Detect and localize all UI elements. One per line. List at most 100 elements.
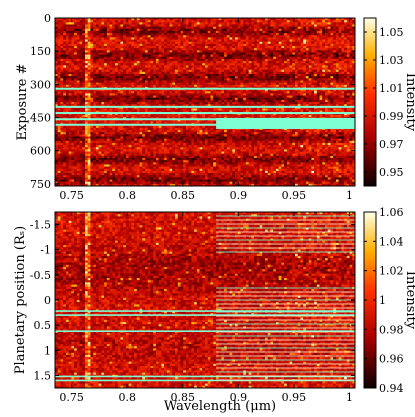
heatmap-cell: [136, 99, 140, 103]
heatmap-cell: [248, 69, 252, 72]
heatmap-cell: [175, 30, 178, 34]
heatmap-cell: [180, 24, 184, 27]
heatmap-cell: [327, 108, 331, 111]
heatmap-cell: [109, 46, 113, 49]
heatmap-cell: [205, 61, 208, 64]
heatmap-cell: [325, 91, 328, 94]
heatmap-cell: [235, 63, 238, 66]
heatmap-cell: [224, 97, 227, 100]
heatmap-cell: [134, 56, 137, 60]
heatmap-cell: [166, 52, 170, 55]
heatmap-cell: [185, 69, 189, 72]
heatmap-cell: [218, 48, 222, 51]
heatmap-cell: [281, 28, 285, 32]
heatmap-cell: [289, 52, 293, 55]
heatmap-cell: [273, 71, 277, 75]
heatmap-cell: [82, 95, 86, 98]
heatmap-cell: [273, 108, 277, 111]
heatmap-cell: [95, 61, 99, 64]
heatmap-cell: [194, 54, 197, 57]
heatmap-cell: [194, 69, 197, 72]
heatmap-cell: [237, 54, 241, 57]
heatmap-cell: [224, 102, 227, 105]
heatmap-cell: [284, 80, 287, 83]
heatmap-cell: [120, 20, 124, 23]
heatmap-cell: [245, 28, 249, 32]
heatmap-cell: [131, 39, 135, 42]
heatmap-cell: [153, 71, 157, 75]
heatmap-cell: [325, 65, 328, 68]
heatmap-cell: [55, 78, 58, 81]
heatmap-cell: [87, 104, 91, 107]
heatmap-cell: [311, 18, 315, 21]
heatmap-cell: [243, 99, 247, 103]
heatmap-cell: [131, 20, 135, 23]
heatmap-cell: [300, 35, 304, 38]
heatmap-cell: [205, 97, 208, 100]
heatmap-cell: [303, 89, 307, 92]
heatmap-cell: [297, 22, 301, 25]
heatmap-cell: [259, 78, 263, 81]
heatmap-cell: [333, 30, 337, 34]
heatmap-cell: [262, 43, 266, 47]
heatmap-cell: [98, 93, 102, 96]
heatmap-cell: [270, 82, 274, 85]
heatmap-cell: [237, 26, 241, 29]
heatmap-cell: [147, 110, 151, 113]
heatmap-cell: [322, 67, 326, 70]
heatmap-cell: [180, 46, 184, 49]
heatmap-cell: [349, 26, 353, 29]
heatmap-cell: [104, 91, 107, 94]
heatmap-cell: [335, 69, 339, 72]
heatmap-cell: [172, 110, 176, 113]
heatmap-cell: [308, 95, 312, 98]
heatmap-cell: [243, 54, 247, 57]
heatmap-cell: [82, 63, 86, 66]
heatmap-cell: [74, 18, 77, 21]
heatmap-cell: [248, 91, 252, 94]
heatmap-cell: [139, 56, 143, 60]
heatmap-cell: [265, 76, 268, 79]
heatmap-cell: [74, 65, 77, 68]
heatmap-cell: [284, 78, 287, 81]
heatmap-cell: [68, 61, 72, 64]
heatmap-cell: [333, 89, 337, 92]
heatmap-cell: [175, 71, 178, 75]
heatmap-cell: [314, 50, 317, 53]
heatmap-cell: [185, 24, 189, 27]
heatmap-cell: [60, 30, 64, 34]
heatmap-cell: [172, 99, 176, 103]
heatmap-cell: [180, 30, 184, 34]
heatmap-cell: [224, 41, 227, 44]
heatmap-cell: [57, 76, 61, 79]
heatmap-cell: [68, 28, 72, 32]
heatmap-cell: [205, 91, 208, 94]
heatmap-cell: [245, 63, 249, 66]
heatmap-cell: [265, 63, 268, 66]
heatmap-cell: [344, 18, 347, 21]
heatmap-cell: [175, 48, 178, 51]
heatmap-cell: [248, 102, 252, 105]
heatmap-cell: [224, 95, 227, 98]
heatmap-cell: [344, 43, 347, 47]
heatmap-cell: [106, 63, 110, 66]
heatmap-cell: [243, 61, 247, 64]
heatmap-cell: [218, 91, 222, 94]
heatmap-cell: [243, 58, 247, 62]
heatmap-cell: [185, 20, 189, 23]
heatmap-cell: [142, 82, 146, 85]
heatmap-cell: [314, 71, 317, 75]
heatmap-cell: [265, 58, 268, 62]
heatmap-cell: [123, 28, 127, 32]
heatmap-cell: [104, 50, 107, 53]
heatmap-cell: [117, 33, 121, 36]
heatmap-cell: [262, 46, 266, 49]
heatmap-cell: [286, 50, 290, 53]
heatmap-cell: [196, 50, 200, 53]
heatmap-cell: [278, 61, 282, 64]
heatmap-cell: [218, 95, 222, 98]
heatmap-cell: [139, 61, 143, 64]
heatmap-cell: [180, 95, 184, 98]
heatmap-cell: [237, 89, 241, 92]
heatmap-cell: [196, 84, 200, 88]
